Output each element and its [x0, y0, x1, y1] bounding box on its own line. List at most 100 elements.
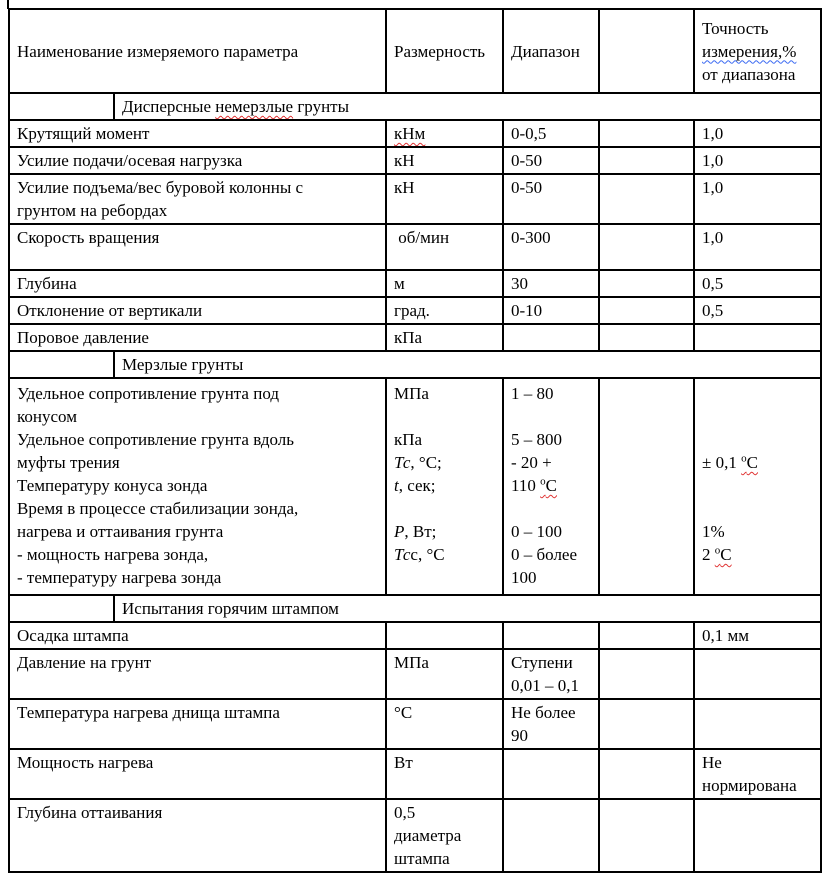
cell-line	[607, 651, 689, 674]
table-cell: Отклонение от вертикали	[7, 296, 388, 325]
text-part: о	[741, 452, 747, 465]
cell-line: 0,5	[702, 274, 724, 293]
cell-line: Температура нагрева днища штампа	[17, 703, 280, 722]
table-cell: МПа	[385, 648, 505, 700]
text-part: 110	[511, 476, 541, 495]
cell-line: 0 – 100	[511, 522, 563, 541]
cell-line: t, сек;	[394, 474, 498, 497]
cell-line: 0,01 – 0,1	[511, 676, 580, 695]
header-row: Наименование измеряемого параметра Размер…	[7, 8, 823, 94]
table-row: Температура нагрева днища штампа °С Не бол…	[7, 698, 823, 750]
cell-line: 0-50	[511, 178, 543, 197]
cell-line	[607, 701, 689, 724]
cell-line: муфты трения	[17, 453, 120, 472]
cell-line: Дисперсные немерзлые грунты	[122, 95, 816, 118]
table-cell: °С	[385, 698, 505, 750]
table-row: Удельное сопротивление грунта под конусом…	[7, 377, 823, 596]
cell-line	[607, 149, 689, 172]
cell-line: Р, Вт;	[394, 520, 498, 543]
cell-line: Осадка штампа	[17, 626, 129, 645]
cell-line: Мощность нагрева	[17, 753, 154, 772]
table-cell: Поровое давление	[7, 323, 388, 352]
table-cell: 0,1 мм	[693, 621, 823, 650]
table-cell: кН	[385, 173, 505, 225]
table-cell: Удельное сопротивление грунта под конусом…	[7, 377, 388, 596]
text-part: Дисперсные	[122, 97, 216, 116]
cell-line: 90	[511, 726, 529, 745]
cell-line: - 20 +	[511, 453, 552, 472]
table-cell	[693, 798, 823, 873]
cell-line	[607, 801, 689, 824]
cell-line: Ступени	[511, 653, 573, 672]
table-cell: 0-10	[502, 296, 601, 325]
table-cell: 1,0	[693, 146, 823, 175]
text-part: оС	[715, 545, 732, 564]
table-cell	[598, 269, 696, 298]
cell-line: град.	[394, 301, 430, 320]
text-part: С	[720, 545, 732, 564]
table-cell: 1 – 80 5 – 800 - 20 + 110 оС 0 – 100 0 – боле…	[502, 377, 601, 596]
cell-line: 0-0,5	[511, 124, 547, 143]
cell-line: 0 – более	[511, 545, 578, 564]
table-cell	[598, 377, 696, 596]
cell-line: МПа	[394, 653, 429, 672]
table-body: Наименование измеряемого параметра Размер…	[7, 8, 823, 873]
cell-line	[702, 382, 816, 405]
cell-line: штампа	[394, 849, 450, 868]
cell-line	[607, 382, 689, 405]
table-cell: кНм	[385, 119, 505, 148]
cell-line	[511, 624, 594, 647]
cell-line: Поровое давление	[17, 328, 149, 347]
text-part: , °С;	[410, 453, 442, 472]
text-part: С	[545, 476, 557, 495]
cell-line: Мерзлые грунты	[122, 355, 244, 374]
text-part: 2	[702, 545, 715, 564]
text-part: оС	[741, 453, 758, 472]
table-row: Глубина м 30 0,5	[7, 269, 823, 298]
table-row: Скорость вращения об/мин 0-300 1,0	[7, 223, 823, 271]
text-part: оС	[540, 476, 557, 495]
section-title-cell: Испытания горячим штампом	[112, 594, 823, 623]
table-cell	[598, 798, 696, 873]
table-cell	[693, 648, 823, 700]
text-part: ± 0,1	[702, 453, 742, 472]
cell-line	[511, 405, 594, 428]
text-part: о	[714, 544, 721, 557]
table-cell: об/мин	[385, 223, 505, 271]
cell-line: 1,0	[702, 228, 724, 247]
cell-line	[607, 176, 689, 199]
table-cell	[598, 119, 696, 148]
cell-line: - температуру нагрева зонда	[17, 568, 222, 587]
table-cell: 0,5	[693, 269, 823, 298]
cell-line: кН	[394, 178, 415, 197]
cell-line: Глубина оттаивания	[17, 803, 163, 822]
cell-line: 0,5	[702, 301, 724, 320]
cell-line: Не	[702, 753, 722, 772]
table-cell: 1,0	[693, 119, 823, 148]
cell-line: 1,0	[702, 124, 724, 143]
cell-line: 1,0	[702, 151, 724, 170]
cell-line	[394, 405, 498, 428]
table-cell: Мощность нагрева	[7, 748, 388, 800]
cell-line	[511, 751, 594, 774]
cell-line: нагрева и оттаивания грунта	[17, 522, 224, 541]
section-row: Мерзлые грунты	[8, 350, 823, 379]
text-part: , сек;	[398, 476, 436, 495]
header-cell: Размерность	[385, 8, 505, 94]
cell-line: кН	[394, 151, 415, 170]
table-row: Усилие подъема/вес буровой колонны с грун…	[7, 173, 823, 225]
cell-line: 110 оС	[511, 474, 594, 497]
table-cell	[385, 621, 505, 650]
cell-line	[394, 497, 498, 520]
table-cell: Глубина оттаивания	[7, 798, 388, 873]
table-row: Осадка штампа 0,1 мм	[7, 621, 823, 650]
table-cell: Температура нагрева днища штампа	[7, 698, 388, 750]
cell-line: Тс, °С;	[394, 451, 498, 474]
table-cell: Скорость вращения	[7, 223, 388, 271]
table-cell	[598, 223, 696, 271]
cell-line: Усилие подачи/осевая нагрузка	[17, 151, 243, 170]
table-row: Отклонение от вертикали град. 0-10 0,5	[7, 296, 823, 325]
section-stub-cell	[8, 350, 115, 379]
text-part: о	[540, 475, 546, 488]
table-cell	[693, 323, 823, 352]
